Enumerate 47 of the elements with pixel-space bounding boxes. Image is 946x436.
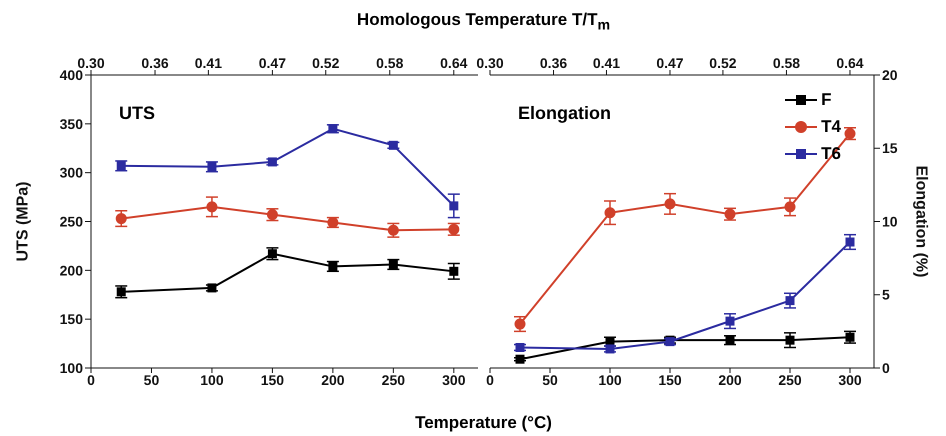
y-tick-label: 350 — [60, 116, 84, 132]
x-tick-label: 50 — [144, 372, 160, 388]
x-axis-title: Temperature (°C) — [414, 413, 553, 433]
x2-axis-title: Homologous Temperature T/T$_{m}$ — [356, 10, 612, 34]
x-tick-label: 200 — [718, 372, 742, 388]
x2-tick-label: 0.36 — [141, 55, 169, 71]
y-tick-label: 150 — [60, 311, 84, 328]
x2-tick-label: 0.30 — [77, 55, 105, 71]
y2-axis-title: Elongation (%) — [912, 166, 930, 278]
y2-tick-label: 10 — [882, 213, 898, 230]
text: Elongation — [518, 103, 611, 124]
x2-tick-label: 0.47 — [258, 55, 286, 71]
y2-tick-label: 5 — [882, 286, 890, 303]
x2-tick-label: 0.58 — [376, 55, 404, 71]
y-tick-label: 250 — [60, 213, 84, 230]
y-tick-label: 300 — [60, 164, 84, 181]
x-tick-label: 250 — [382, 372, 406, 388]
x-tick-label: 150 — [658, 372, 682, 388]
x-tick-label: 100 — [200, 372, 224, 388]
y2-tick-label: 15 — [882, 140, 898, 156]
legend-label: F — [821, 90, 832, 110]
x2-tick-label: 0.52 — [709, 55, 737, 71]
legend-label: T4 — [821, 116, 841, 136]
x-tick-label: 0 — [87, 372, 96, 388]
x2-tick-label: 0.58 — [772, 55, 800, 71]
y-tick-label: 100 — [60, 360, 84, 376]
text: UTS — [119, 103, 155, 124]
x-tick-label: 150 — [260, 372, 284, 388]
y2-tick-label: 0 — [882, 360, 890, 376]
x2-tick-label: 0.41 — [194, 55, 222, 71]
x2-tick-label: 0.47 — [656, 55, 684, 71]
x-tick-label: 250 — [778, 372, 802, 388]
x-tick-label: 200 — [321, 372, 345, 388]
x-tick-label: 100 — [598, 372, 622, 388]
x-tick-label: 300 — [838, 372, 862, 388]
y-tick-label: 200 — [60, 262, 84, 278]
x2-tick-label: 0.30 — [476, 55, 504, 71]
y-axis-title: UTS (MPa) — [14, 182, 32, 262]
x-tick-label: 300 — [442, 372, 466, 388]
x2-tick-label: 0.36 — [540, 55, 568, 71]
x2-tick-label: 0.41 — [592, 55, 620, 71]
x-tick-label: 0 — [486, 372, 494, 388]
x2-tick-label: 0.64 — [836, 55, 864, 71]
x-tick-label: 50 — [542, 372, 558, 388]
x2-tick-label: 0.52 — [312, 55, 340, 71]
y2-tick-label: 20 — [882, 66, 898, 83]
x2-tick-label: 0.64 — [440, 55, 468, 71]
